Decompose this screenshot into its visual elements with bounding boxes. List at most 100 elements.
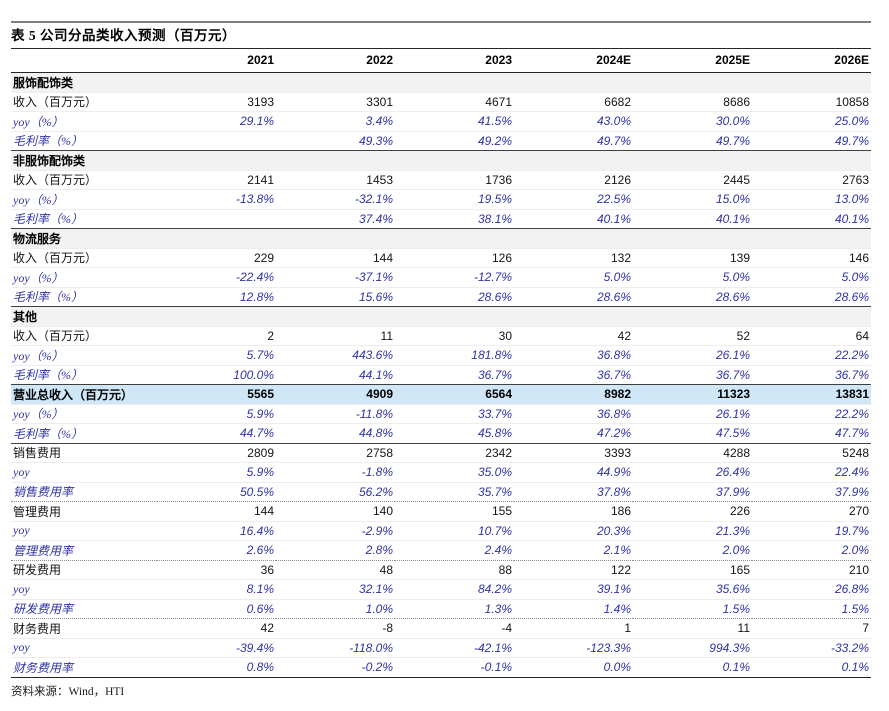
cell-value bbox=[395, 150, 514, 170]
cell-value bbox=[752, 228, 871, 248]
table-row: 毛利率（%） 44.7% 44.8% 45.8% 47.2% 47.5% 47.7% bbox=[11, 423, 871, 443]
table-row: 财务费用率 0.8% -0.2% -0.1% 0.0% 0.1% 0.1% bbox=[11, 657, 871, 678]
cell-value: 13831 bbox=[752, 384, 871, 404]
cell-value: 20.3% bbox=[514, 520, 633, 541]
cell-value: 0.1% bbox=[633, 657, 752, 678]
cell-value: 11 bbox=[276, 325, 395, 346]
cell-value: 47.5% bbox=[633, 423, 752, 443]
cell-value: 10.7% bbox=[395, 520, 514, 541]
cell-value: 37.9% bbox=[752, 481, 871, 502]
row-label: 管理费用 bbox=[11, 501, 157, 521]
cell-value bbox=[276, 306, 395, 326]
cell-value: 36.8% bbox=[514, 345, 633, 365]
cell-value: 15.0% bbox=[633, 189, 752, 209]
cell-value: 1.4% bbox=[514, 598, 633, 619]
cell-value: 33.7% bbox=[395, 403, 514, 424]
table-row: yoy 16.4% -2.9% 10.7% 20.3% 21.3% 19.7% bbox=[11, 520, 871, 541]
row-label: yoy（%） bbox=[11, 267, 157, 287]
cell-value: 443.6% bbox=[276, 345, 395, 365]
cell-value: 36.7% bbox=[514, 364, 633, 385]
cell-value: 3301 bbox=[276, 91, 395, 112]
cell-value: 42 bbox=[514, 325, 633, 346]
cell-value: 8686 bbox=[633, 91, 752, 112]
cell-value bbox=[633, 306, 752, 326]
row-label: yoy bbox=[11, 520, 157, 541]
cell-value: -39.4% bbox=[157, 637, 276, 658]
cell-value: 2.1% bbox=[514, 540, 633, 560]
top-rule-divider bbox=[11, 21, 871, 23]
cell-value: 186 bbox=[514, 501, 633, 521]
section-row: 物流服务 bbox=[11, 228, 871, 248]
cell-value: 22.2% bbox=[752, 345, 871, 365]
cell-value: 2 bbox=[157, 325, 276, 346]
cell-value: 47.7% bbox=[752, 423, 871, 443]
table-row: yoy（%） 5.9% -11.8% 33.7% 36.8% 26.1% 22.2% bbox=[11, 403, 871, 424]
cell-value: 5565 bbox=[157, 384, 276, 404]
cell-value: 0.1% bbox=[752, 657, 871, 678]
cell-value: 39.1% bbox=[514, 579, 633, 599]
row-label: 财务费用 bbox=[11, 618, 157, 638]
cell-value: 7 bbox=[752, 618, 871, 638]
cell-value: 28.6% bbox=[514, 286, 633, 307]
cell-value: 44.7% bbox=[157, 423, 276, 443]
cell-value: 13.0% bbox=[752, 189, 871, 209]
cell-value: 50.5% bbox=[157, 481, 276, 502]
table-row: 研发费用 36 48 88 122 165 210 bbox=[11, 559, 871, 580]
cell-value: 49.7% bbox=[752, 130, 871, 151]
table-row: 管理费用 144 140 155 186 226 270 bbox=[11, 501, 871, 521]
cell-value bbox=[276, 228, 395, 248]
cell-value: 8.1% bbox=[157, 579, 276, 599]
cell-value: 49.2% bbox=[395, 130, 514, 151]
cell-value bbox=[157, 150, 276, 170]
row-label: 收入（百万元） bbox=[11, 169, 157, 190]
table-row: 毛利率（%） 100.0% 44.1% 36.7% 36.7% 36.7% 36.7% bbox=[11, 364, 871, 385]
row-label: 毛利率（%） bbox=[11, 130, 157, 151]
cell-value: 29.1% bbox=[157, 111, 276, 131]
cell-value: 4909 bbox=[276, 384, 395, 404]
cell-value: 45.8% bbox=[395, 423, 514, 443]
cell-value bbox=[752, 306, 871, 326]
cell-value: 26.8% bbox=[752, 579, 871, 599]
cell-value: 6564 bbox=[395, 384, 514, 404]
cell-value: 11323 bbox=[633, 384, 752, 404]
cell-value: 40.1% bbox=[752, 208, 871, 229]
row-label: yoy（%） bbox=[11, 111, 157, 131]
cell-value: 1.3% bbox=[395, 598, 514, 619]
row-label: 非服饰配饰类 bbox=[11, 150, 157, 170]
cell-value bbox=[514, 150, 633, 170]
cell-value: -2.9% bbox=[276, 520, 395, 541]
cell-value: 1736 bbox=[395, 169, 514, 190]
table-row: 毛利率（%） 49.3% 49.2% 49.7% 49.7% 49.7% bbox=[11, 130, 871, 151]
cell-value: 1453 bbox=[276, 169, 395, 190]
cell-value: 12.8% bbox=[157, 286, 276, 307]
cell-value: 19.7% bbox=[752, 520, 871, 541]
cell-value bbox=[514, 72, 633, 92]
cell-value: 40.1% bbox=[633, 208, 752, 229]
column-header-2021: 2021 bbox=[157, 48, 276, 73]
cell-value: 28.6% bbox=[395, 286, 514, 307]
cell-value: 26.1% bbox=[633, 403, 752, 424]
cell-value bbox=[395, 72, 514, 92]
row-label: 毛利率（%） bbox=[11, 208, 157, 229]
table-row: yoy（%） -22.4% -37.1% -12.7% 5.0% 5.0% 5.0% bbox=[11, 267, 871, 287]
cell-value: 56.2% bbox=[276, 481, 395, 502]
cell-value: 181.8% bbox=[395, 345, 514, 365]
cell-value: 44.1% bbox=[276, 364, 395, 385]
cell-value: 5248 bbox=[752, 442, 871, 463]
table-row: 营业总收入（百万元） 5565 4909 6564 8982 11323 13831 bbox=[11, 384, 871, 404]
row-label: 收入（百万元） bbox=[11, 325, 157, 346]
row-label: 销售费用 bbox=[11, 442, 157, 463]
cell-value: 44.9% bbox=[514, 462, 633, 482]
cell-value: 0.0% bbox=[514, 657, 633, 678]
column-header-2026e: 2026E bbox=[752, 48, 871, 73]
cell-value: 146 bbox=[752, 247, 871, 268]
row-label: 毛利率（%） bbox=[11, 423, 157, 443]
cell-value: 2.0% bbox=[752, 540, 871, 560]
cell-value: 36 bbox=[157, 559, 276, 580]
cell-value bbox=[633, 228, 752, 248]
cell-value: 100.0% bbox=[157, 364, 276, 385]
row-label: 收入（百万元） bbox=[11, 247, 157, 268]
cell-value: 2.0% bbox=[633, 540, 752, 560]
table-row: yoy -39.4% -118.0% -42.1% -123.3% 994.3% -33.2… bbox=[11, 637, 871, 658]
